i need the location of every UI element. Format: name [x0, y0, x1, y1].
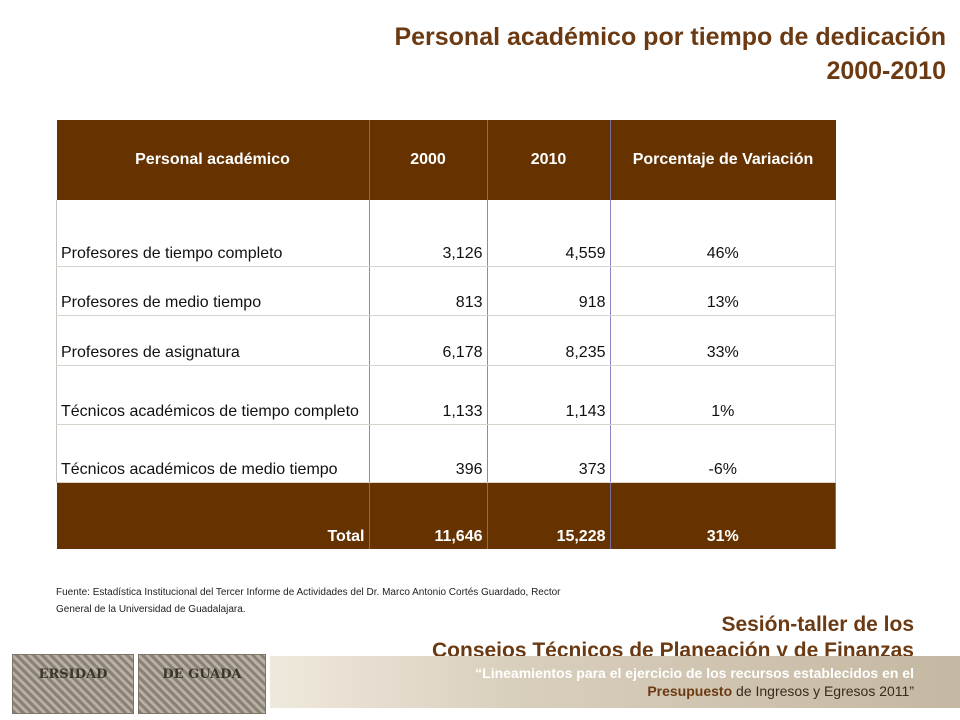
header-2000: 2000 [369, 120, 488, 200]
row-variation: 46% [610, 200, 836, 267]
total-value-2010: 15,228 [487, 482, 611, 549]
row-variation: 1% [610, 365, 836, 425]
row-value-2000: 6,178 [369, 315, 488, 366]
row-value-2010: 8,235 [487, 315, 611, 366]
seal-text-left: ERSIDAD [38, 667, 108, 682]
table-header-row: Personal académico 2000 2010 Porcentaje … [56, 120, 836, 200]
table-row: Técnicos académicos de tiempo completo 1… [56, 365, 836, 425]
total-value-2000: 11,646 [369, 482, 488, 549]
row-label: Profesores de asignatura [56, 315, 370, 366]
footer-band-text: “Lineamientos para el ejercicio de los r… [475, 664, 914, 700]
row-label: Profesores de tiempo completo [56, 200, 370, 267]
row-value-2000: 3,126 [369, 200, 488, 267]
row-variation: -6% [610, 424, 836, 483]
title-line-2: 2000-2010 [826, 57, 946, 85]
band-close-quote: ” [909, 683, 914, 699]
row-value-2010: 1,143 [487, 365, 611, 425]
row-label: Técnicos académicos de medio tiempo [56, 424, 370, 483]
table-row: Técnicos académicos de medio tiempo 396 … [56, 424, 836, 483]
row-value-2000: 813 [369, 266, 488, 316]
row-variation: 13% [610, 266, 836, 316]
row-label: Técnicos académicos de tiempo completo [56, 365, 370, 425]
page-title: Personal académico por tiempo de dedicac… [186, 20, 946, 88]
band-regular: de Ingresos y Egresos 2011 [732, 683, 910, 699]
seal-text-right: DE GUADA [162, 667, 242, 682]
band-line-2: Presupuesto de Ingresos y Egresos 2011” [475, 682, 914, 700]
band-line-1: “Lineamientos para el ejercicio de los r… [475, 665, 914, 681]
table-total-row: Total 11,646 15,228 31% [56, 482, 836, 549]
row-value-2000: 396 [369, 424, 488, 483]
row-value-2010: 373 [487, 424, 611, 483]
table-row: Profesores de asignatura 6,178 8,235 33% [56, 315, 836, 366]
title-line-1: Personal académico por tiempo de dedicac… [394, 23, 946, 51]
header-variation: Porcentaje de Variación [610, 120, 836, 200]
row-value-2000: 1,133 [369, 365, 488, 425]
header-staff: Personal académico [56, 120, 370, 200]
row-label: Profesores de medio tiempo [56, 266, 370, 316]
row-value-2010: 4,559 [487, 200, 611, 267]
row-value-2010: 918 [487, 266, 611, 316]
table-row: Profesores de medio tiempo 813 918 13% [56, 266, 836, 316]
session-line-1: Sesión-taller de los [721, 613, 914, 636]
academic-staff-table: Personal académico 2000 2010 Porcentaje … [56, 120, 836, 549]
band-bold: Presupuesto [647, 683, 733, 699]
university-seal-left: ERSIDAD [12, 654, 134, 714]
source-note: Fuente: Estadística Institucional del Te… [56, 587, 561, 615]
university-seal-right: DE GUADA [138, 654, 266, 714]
footer-band [270, 656, 960, 708]
total-label: Total [56, 482, 370, 549]
total-variation: 31% [610, 482, 836, 549]
table-row: Profesores de tiempo completo 3,126 4,55… [56, 200, 836, 267]
header-2010: 2010 [487, 120, 611, 200]
row-variation: 33% [610, 315, 836, 366]
